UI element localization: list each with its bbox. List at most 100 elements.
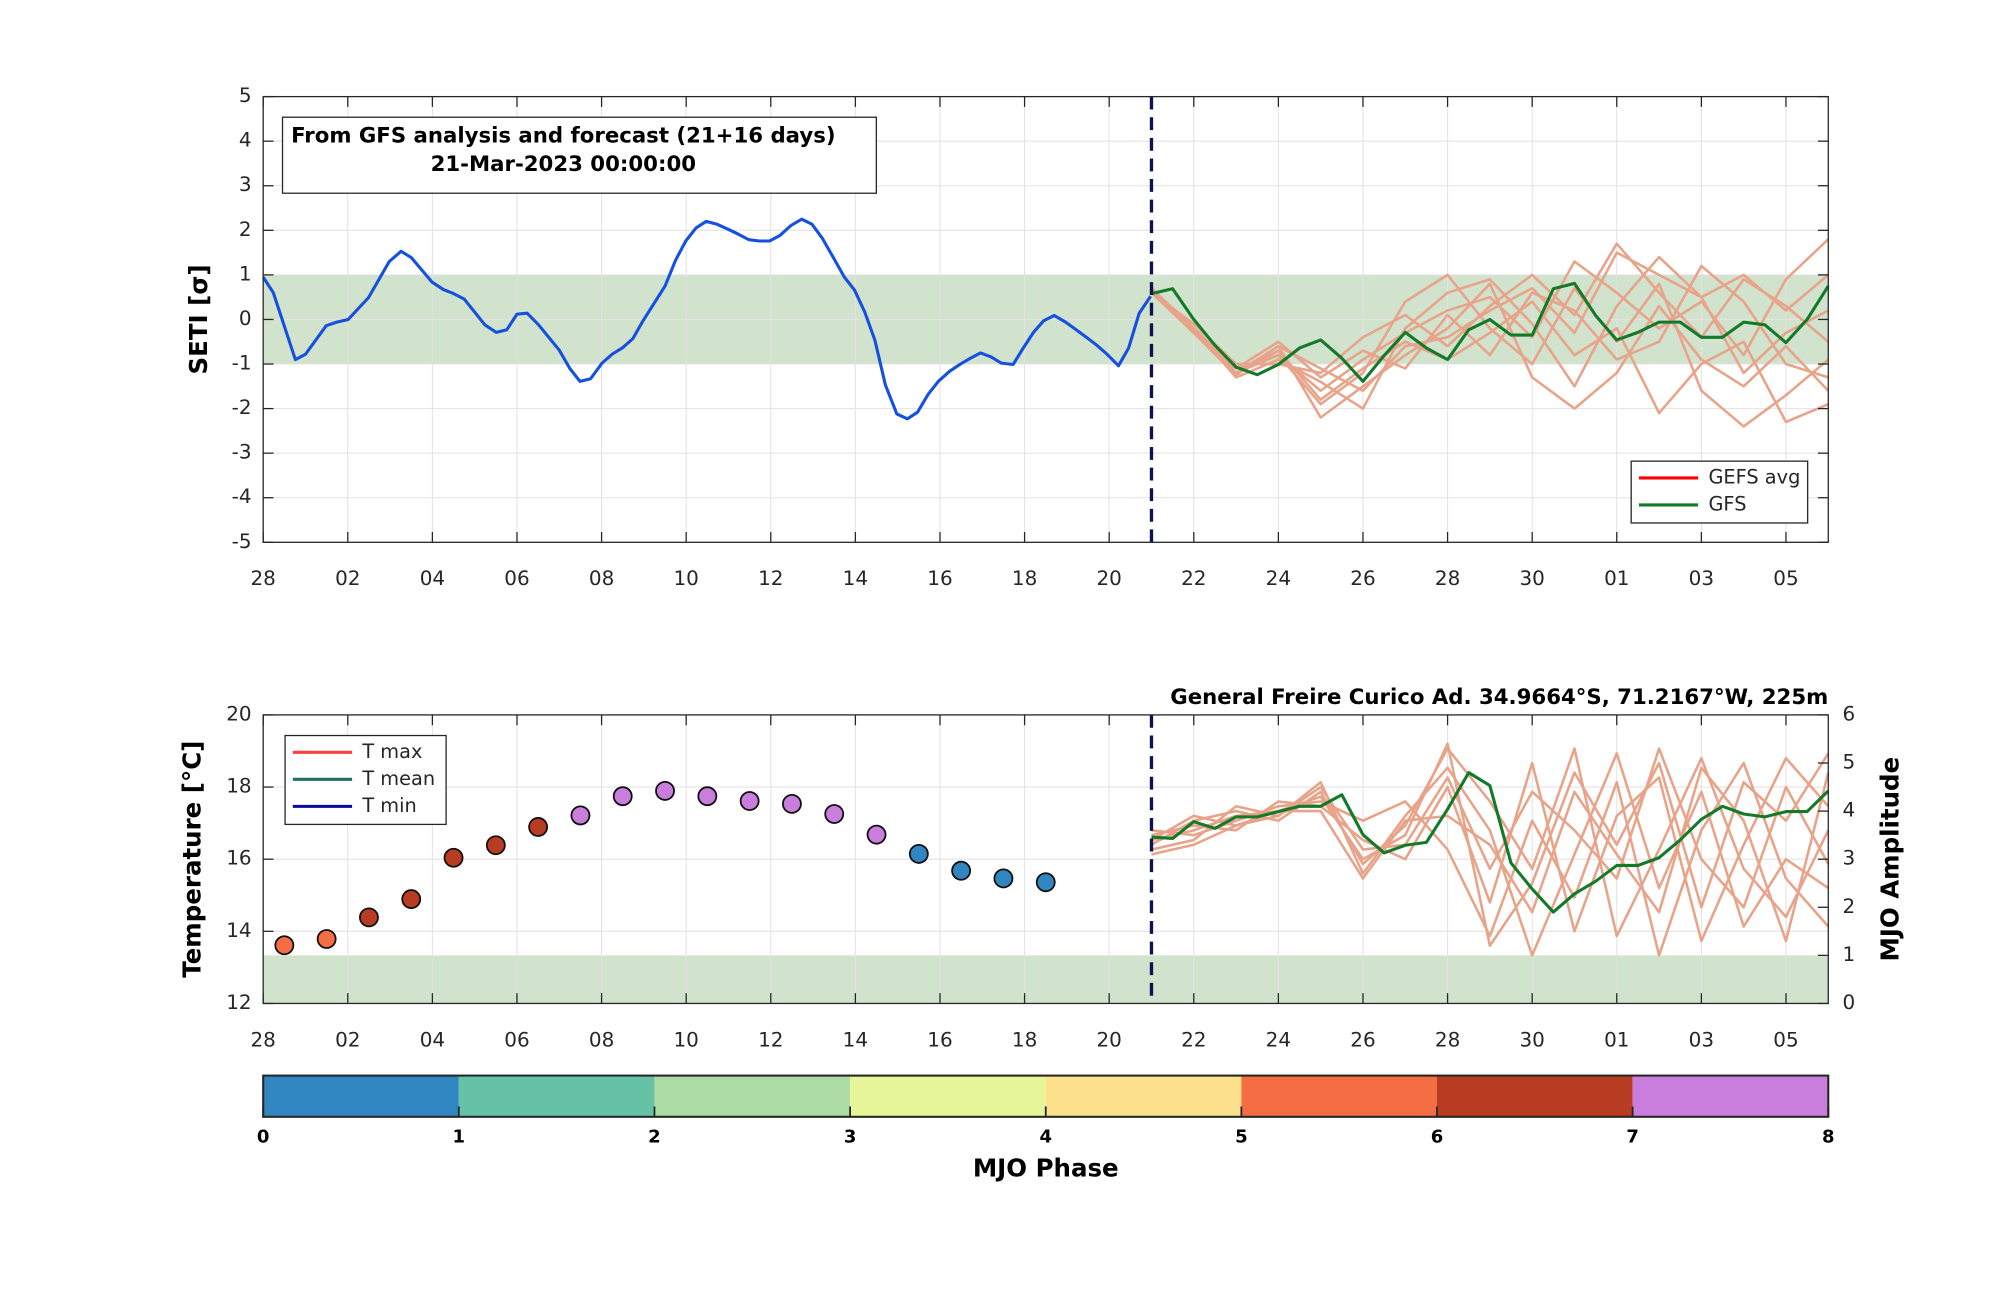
x-tick-label: 04 [420,566,445,590]
series-line [1151,281,1830,383]
legend-label: GFS [1708,492,1746,515]
colorbar-segment [654,1075,851,1117]
ensemble-member [1150,251,1830,393]
series-line [261,217,1152,421]
mjo-point [401,889,422,910]
colorbar-segment [850,1075,1046,1117]
x-tick-label: 28 [250,566,275,590]
y-tick-label: 18 [226,774,251,798]
series-line [1151,771,1830,914]
x-tick-label: 24 [1266,566,1291,590]
legend-label: T max [361,740,422,763]
mjo-point [866,824,887,845]
y-tick-label: -2 [232,395,252,419]
ensemble-member [1150,264,1829,379]
normal-band [263,955,1829,1004]
x-tick-label: 08 [589,566,614,590]
colorbar-label: MJO Phase [973,1154,1119,1183]
x-tick-label: 26 [1350,566,1375,590]
colorbar-segment [1045,1075,1242,1117]
mjo-point [824,804,845,824]
x-tick-label: 20 [1096,1027,1121,1051]
x-tick-label: 02 [335,566,360,590]
mjo-point [697,786,718,807]
x-tick-label: 14 [843,566,868,590]
y2-tick-label: 1 [1842,942,1855,966]
mjo-point [570,805,591,826]
mjo-point [655,780,675,801]
colorbar-segment [1437,1075,1633,1117]
x-tick-label: 10 [673,566,698,590]
x-tick-label: 01 [1604,1027,1629,1051]
colorbar-tick-label: 2 [648,1126,661,1147]
colorbar-segment [1632,1075,1829,1117]
x-tick-label: 05 [1773,566,1798,590]
x-tick-label: 14 [843,1027,868,1051]
x-tick-label: 01 [1604,566,1629,590]
x-tick-label: 28 [1435,1027,1460,1051]
mjo-point [951,860,972,881]
mjo-point [908,843,929,864]
legend-box [1630,460,1809,524]
y-tick-label: 0 [239,306,252,330]
y-tick-label: 12 [226,990,251,1014]
x-tick-label: 30 [1519,566,1544,590]
colorbar-tick-label: 3 [844,1126,857,1147]
x-tick-label: 28 [1435,566,1460,590]
ensemble-member [1151,761,1830,957]
colorbar-segment [1241,1075,1437,1117]
mjo-point [485,835,506,856]
legend-label: GEFS avg [1708,465,1800,488]
y2-tick-label: 0 [1842,990,1855,1014]
x-tick-label: 28 [250,1027,275,1051]
x-tick-label: 12 [758,1027,783,1051]
y-axis-label: Temperature [°C] [178,741,207,978]
x-tick-label: 10 [673,1027,698,1051]
colorbar-frame [262,1074,1830,1118]
y-tick-label: -5 [232,529,252,553]
ensemble-member [1151,747,1830,909]
y-tick-label: 1 [239,261,252,285]
x-tick-label: 16 [927,566,952,590]
colorbar-tick-label: 8 [1822,1126,1835,1147]
x-tick-label: 08 [589,1027,614,1051]
x-tick-label: 18 [1012,566,1037,590]
mjo-point [612,786,633,807]
mjo-point [359,907,379,928]
y2-tick-label: 2 [1842,894,1855,918]
mjo-point [316,929,337,949]
mjo-point [1035,872,1056,893]
colorbar-tick-label: 7 [1626,1126,1639,1147]
mjo-point [782,793,802,814]
chart-title: General Freire Curico Ad. 34.9664°S, 71.… [1170,685,1828,710]
y-axis-label: SETI [σ] [184,264,213,374]
mjo-point [739,791,760,811]
y-tick-label: 16 [226,846,251,870]
x-tick-label: 30 [1519,1027,1544,1051]
ensemble-member [1150,255,1829,410]
info-text: 21-Mar-2023 00:00:00 [431,152,696,177]
y-tick-label: 2 [239,217,252,241]
ensemble-member [1150,289,1829,424]
colorbar-tick-label: 4 [1039,1126,1052,1147]
mjo-point [274,935,295,956]
y2-tick-label: 3 [1842,846,1855,870]
x-tick-label: 12 [758,566,783,590]
x-tick-label: 06 [504,566,529,590]
x-tick-label: 20 [1096,566,1121,590]
y-tick-label: 20 [226,701,251,725]
x-tick-label: 06 [504,1027,529,1051]
ensemble-member [1150,747,1830,938]
colorbar-tick-label: 6 [1431,1126,1444,1147]
x-tick-label: 05 [1773,1027,1798,1051]
info-text: From GFS analysis and forecast (21+16 da… [291,124,835,149]
x-tick-label: 02 [335,1027,360,1051]
legend-label: T mean [361,767,435,790]
x-tick-label: 24 [1266,1027,1291,1051]
mjo-point [443,847,464,868]
y-tick-label: -4 [232,484,252,508]
y2-tick-label: 6 [1842,701,1855,725]
y-tick-label: 4 [239,128,252,152]
